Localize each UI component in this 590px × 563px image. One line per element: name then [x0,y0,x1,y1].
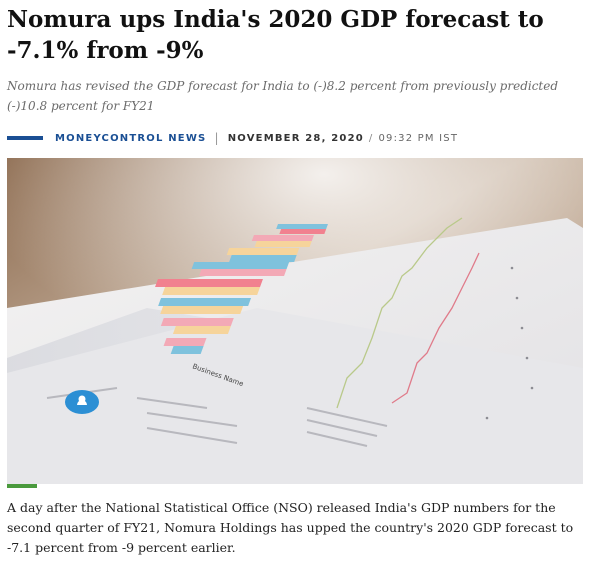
article-body-paragraph: A day after the National Statistical Off… [7,500,574,555]
printed-bar-chart [155,224,328,354]
byline-date: NOVEMBER 28, 2020 [227,132,364,144]
byline-divider: | [214,131,220,145]
image-caption-accent [7,484,37,488]
byline-source-link[interactable]: MONEYCONTROL NEWS [55,132,207,144]
article-headline: Nomura ups India's 2020 GDP forecast to … [7,6,544,64]
byline-accent-bar [7,136,43,140]
byline-slash: / [368,132,374,144]
printed-line-chart [336,217,480,409]
blue-circle-icon [65,390,99,414]
printed-text-lines [46,387,388,447]
byline-time: 09:32 PM IST [378,132,459,144]
printed-dots [485,266,534,420]
article-hero-image: Business Name [7,158,583,484]
article-summary: Nomura has revised the GDP forecast for … [7,79,559,113]
byline: MONEYCONTROL NEWS | NOVEMBER 28, 2020 / … [7,130,458,146]
